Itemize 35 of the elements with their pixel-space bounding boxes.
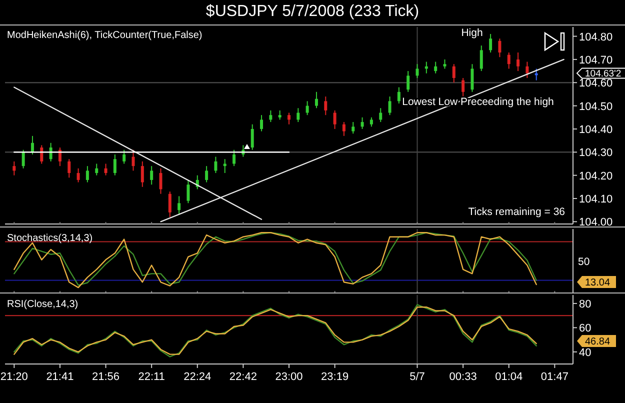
x-tick-label: 00:33 [449, 371, 477, 383]
text: 50 [578, 256, 590, 268]
x-tick-label: 5/7 [410, 371, 425, 383]
chart-title: Stochastics(3,14,3) [7, 233, 93, 244]
x-tick-label: 22:24 [184, 371, 212, 383]
chart-subtitle: ModHeikenAshi(6), TickCounter(True,False) [7, 30, 202, 41]
x-tick-label: 01:04 [495, 371, 523, 383]
x-tick-label: 21:20 [0, 371, 28, 383]
x-tick-label: 21:41 [46, 371, 74, 383]
x-tick-label: 22:42 [229, 371, 257, 383]
y-tick-label: 104.20 [579, 170, 613, 182]
x-tick-label: 22:11 [138, 371, 165, 383]
x-tick-label: 01:47 [540, 371, 568, 383]
x-tick-label: 23:00 [275, 371, 303, 383]
y-tick-label: 80 [579, 298, 592, 310]
annotation: Ticks remaining = 36 [468, 206, 566, 218]
y-tick-label: 104.00 [579, 216, 613, 229]
y-tick-label: 104.40 [579, 124, 613, 136]
chart-title: $USDJPY 5/7/2008 (233 Tick) [206, 3, 420, 20]
annotation: Lowest Low Preceeding the high [402, 96, 554, 108]
annotation: High [461, 27, 483, 39]
y-tick-label: 104.50 [579, 100, 613, 113]
chart-title: RSI(Close,14,3) [7, 299, 78, 310]
text: 46.84 [585, 336, 610, 348]
text: 104.63'2 [585, 68, 622, 80]
y-tick-label: 40 [579, 346, 592, 359]
x-tick-label: 21:56 [92, 371, 120, 383]
x-tick-label: 23:19 [321, 371, 349, 383]
y-tick-label: 60 [579, 322, 592, 335]
text: 13.04 [585, 278, 610, 288]
y-tick-label: 104.30 [579, 147, 613, 160]
y-tick-label: 104.70 [579, 54, 613, 66]
y-tick-label: 104.10 [579, 194, 613, 206]
y-tick-label: 104.60 [579, 78, 613, 90]
y-tick-label: 104.80 [579, 31, 613, 44]
